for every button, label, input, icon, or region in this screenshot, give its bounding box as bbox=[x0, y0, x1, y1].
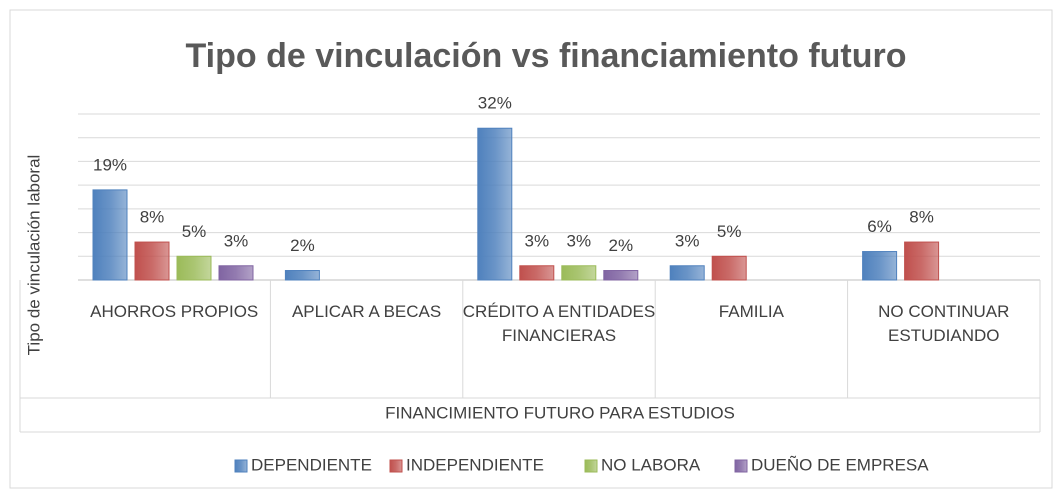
bar bbox=[92, 189, 128, 281]
data-label: 19% bbox=[93, 155, 127, 174]
chart-border bbox=[9, 9, 1053, 489]
bar bbox=[284, 270, 320, 281]
bar bbox=[477, 127, 513, 281]
bar bbox=[603, 270, 639, 281]
bar bbox=[669, 265, 705, 281]
x-axis-title: FINANCIMIENTO FUTURO PARA ESTUDIOS bbox=[385, 403, 735, 422]
x-tick-label: FAMILIA bbox=[718, 302, 784, 321]
data-label: 32% bbox=[478, 94, 512, 113]
bar bbox=[904, 241, 940, 281]
data-label: 5% bbox=[717, 222, 742, 241]
data-label: 5% bbox=[182, 222, 207, 241]
bar bbox=[561, 265, 597, 281]
bar bbox=[176, 255, 212, 281]
data-label: 3% bbox=[224, 231, 249, 250]
legend-swatch bbox=[234, 459, 248, 473]
bar bbox=[862, 251, 898, 281]
bar bbox=[711, 255, 747, 281]
x-tick-label: NO CONTINUAR ESTUDIANDO bbox=[878, 302, 1010, 345]
bar bbox=[134, 241, 170, 281]
bar bbox=[218, 265, 254, 281]
legend-swatch bbox=[389, 459, 403, 473]
legend-label: DUEÑO DE EMPRESA bbox=[751, 455, 929, 474]
data-label: 2% bbox=[609, 236, 634, 255]
data-label: 3% bbox=[675, 231, 700, 250]
data-label: 6% bbox=[867, 217, 892, 236]
legend-swatch bbox=[734, 459, 748, 473]
legend-label: NO LABORA bbox=[601, 455, 701, 474]
data-label: 3% bbox=[567, 231, 592, 250]
data-label: 2% bbox=[290, 236, 315, 255]
x-tick-label: CRÉDITO A ENTIDADES FINANCIERAS bbox=[462, 302, 656, 345]
x-tick-label: AHORROS PROPIOS bbox=[90, 302, 259, 321]
legend-swatch bbox=[584, 459, 598, 473]
data-label: 8% bbox=[909, 208, 934, 227]
y-axis-title: Tipo de vinculación laboral bbox=[24, 155, 43, 356]
data-label: 3% bbox=[525, 231, 550, 250]
chart-title: Tipo de vinculación vs financiamiento fu… bbox=[185, 37, 906, 75]
bar bbox=[519, 265, 555, 281]
x-tick-label: APLICAR A BECAS bbox=[291, 302, 442, 321]
legend-label: INDEPENDIENTE bbox=[406, 455, 544, 474]
data-label: 8% bbox=[140, 208, 165, 227]
legend-label: DEPENDIENTE bbox=[251, 455, 372, 474]
